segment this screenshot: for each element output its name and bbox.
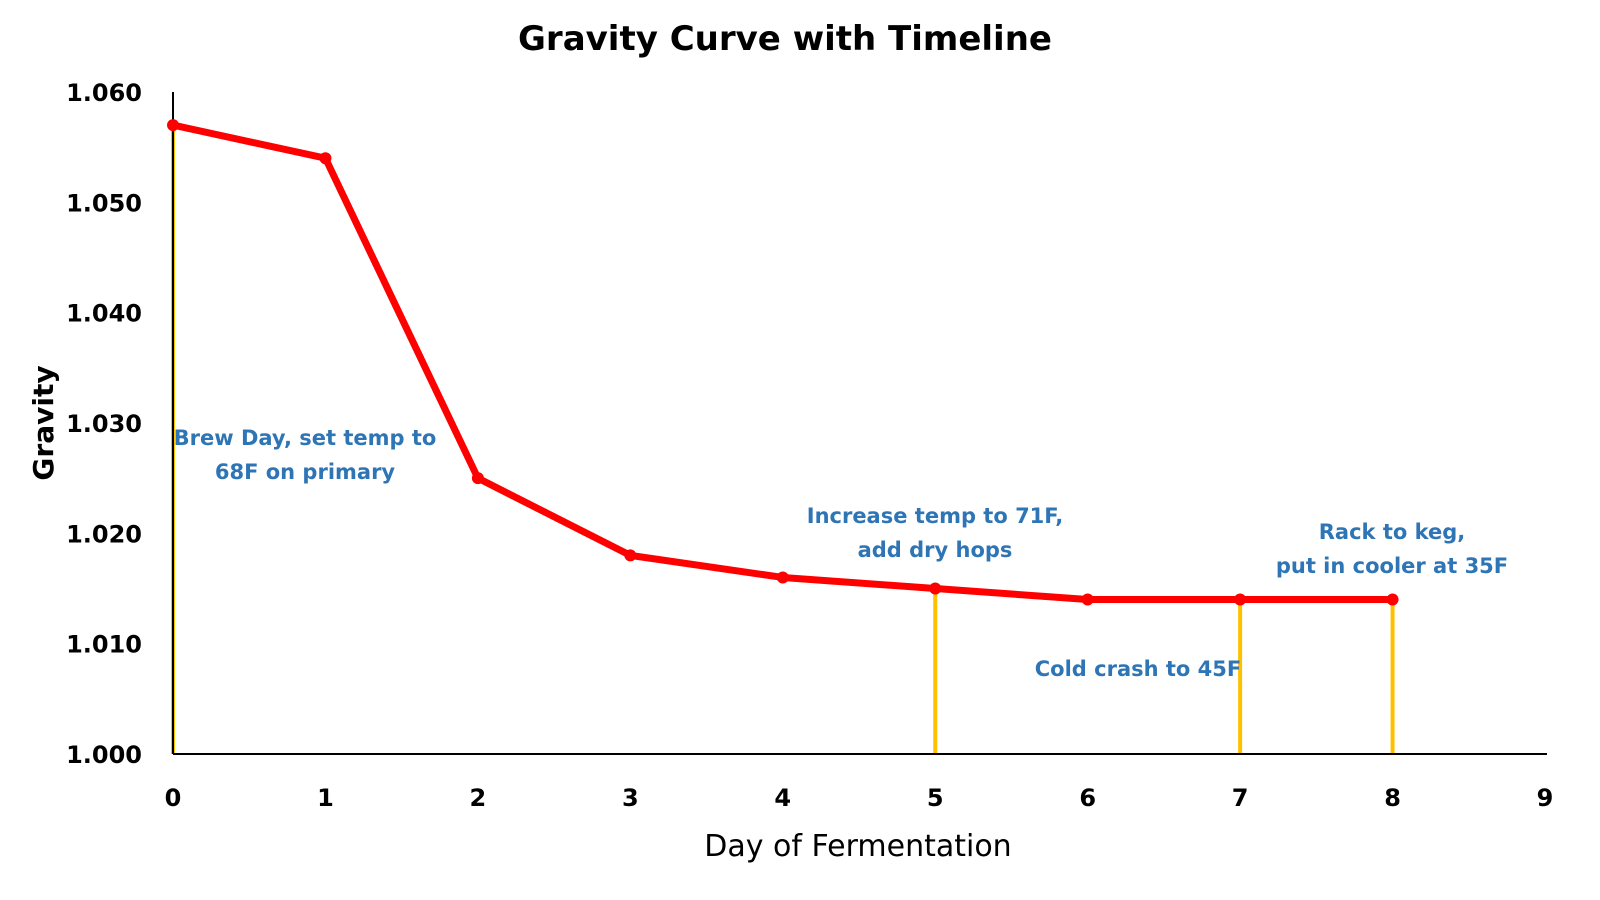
y-tick-label: 1.060 <box>66 79 142 107</box>
x-tick-label: 6 <box>1079 784 1096 812</box>
y-tick-label: 1.010 <box>66 631 142 659</box>
data-point <box>1386 593 1399 606</box>
y-tick-label: 1.040 <box>66 300 142 328</box>
data-point <box>1234 593 1247 606</box>
timeline-annotation: Cold crash to 45F <box>1035 657 1241 681</box>
x-tick-label: 7 <box>1232 784 1249 812</box>
gravity-series <box>167 119 1399 606</box>
data-point <box>319 152 332 165</box>
y-tick-label: 1.020 <box>66 520 142 548</box>
timeline-annotation: add dry hops <box>858 538 1013 562</box>
timeline-annotation: Increase temp to 71F, <box>807 504 1064 528</box>
timeline-annotation: 68F on primary <box>215 460 396 484</box>
data-point <box>1081 593 1094 606</box>
x-tick-label: 4 <box>774 784 791 812</box>
y-tick-labels: 1.000 1.010 1.020 1.030 1.040 1.050 1.060 <box>66 79 142 769</box>
chart-title: Gravity Curve with Timeline <box>518 19 1052 59</box>
x-tick-labels: 0 1 2 3 4 5 6 7 8 9 <box>165 784 1554 812</box>
x-tick-label: 5 <box>927 784 944 812</box>
x-tick-label: 0 <box>165 784 182 812</box>
x-tick-label: 8 <box>1384 784 1401 812</box>
timeline-annotation: Brew Day, set temp to <box>174 426 437 450</box>
y-tick-label: 1.000 <box>66 741 142 769</box>
y-tick-label: 1.050 <box>66 189 142 217</box>
data-point <box>624 549 637 562</box>
x-tick-label: 2 <box>470 784 487 812</box>
y-tick-label: 1.030 <box>66 410 142 438</box>
data-point <box>471 472 484 485</box>
data-point <box>929 582 942 595</box>
timeline-annotation: Rack to keg, <box>1319 520 1466 544</box>
x-tick-label: 9 <box>1537 784 1554 812</box>
data-point <box>167 119 179 132</box>
y-axis-title: Gravity <box>27 365 60 480</box>
data-point <box>776 571 789 584</box>
x-axis-title: Day of Fermentation <box>704 829 1011 864</box>
timeline-annotation: put in cooler at 35F <box>1276 554 1508 578</box>
x-tick-label: 1 <box>317 784 334 812</box>
series-line <box>169 121 1397 604</box>
timeline-annotations: Brew Day, set temp to 68F on primary Incre… <box>174 426 1508 681</box>
x-tick-label: 3 <box>622 784 639 812</box>
